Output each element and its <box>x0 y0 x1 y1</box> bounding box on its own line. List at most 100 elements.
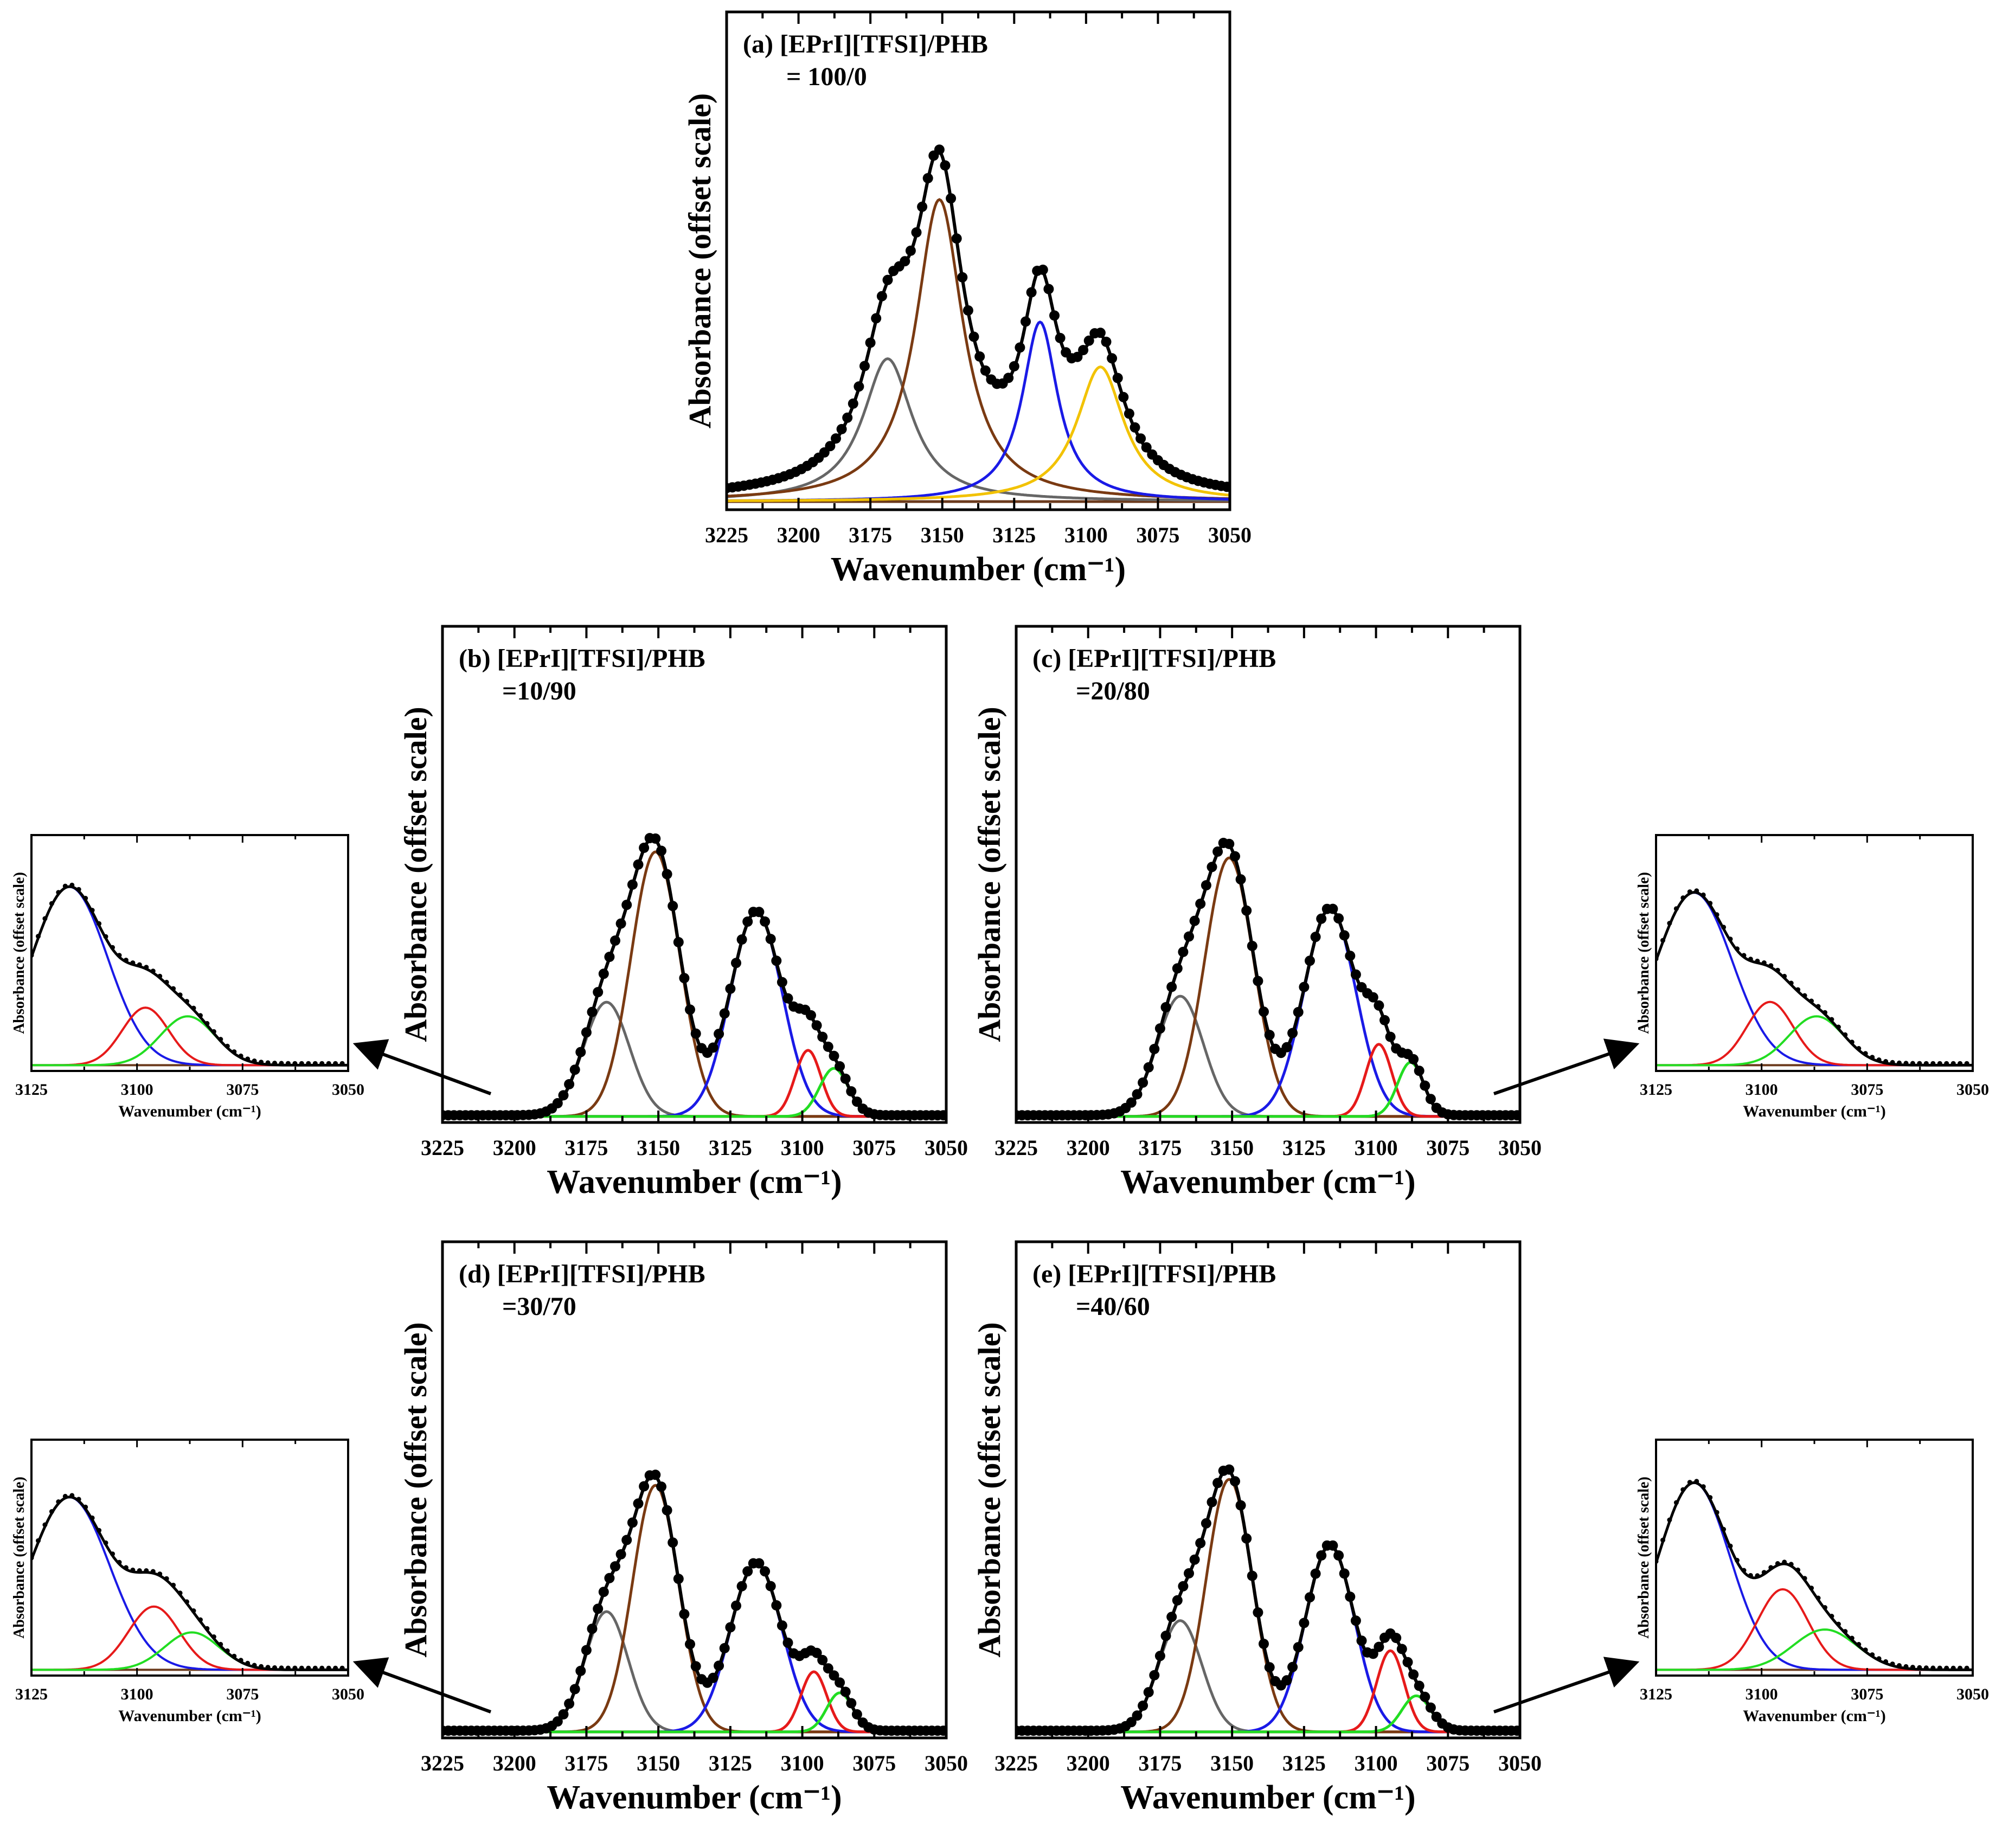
data-point <box>279 1061 284 1066</box>
data-point <box>36 1538 41 1543</box>
data-point <box>1184 1568 1194 1579</box>
data-point <box>1141 442 1152 453</box>
data-point <box>1883 1059 1889 1064</box>
data-point <box>1728 936 1733 942</box>
data-point <box>610 1561 620 1572</box>
x-tick-label: 3125 <box>1282 1751 1326 1775</box>
x-tick-label: 3050 <box>925 1751 968 1775</box>
data-point <box>1735 1557 1740 1563</box>
data-point <box>191 1005 196 1011</box>
y-axis-title: Absorbance (offset scale) <box>972 1322 1007 1658</box>
data-point <box>265 1665 271 1670</box>
data-point <box>621 1535 632 1545</box>
panel-label: (a) [EPrI][TFSI]/PHB <box>743 30 988 59</box>
data-point <box>272 1665 277 1670</box>
data-point <box>1009 361 1019 371</box>
data-point <box>150 968 156 974</box>
component-brown-line <box>1016 856 1520 1118</box>
data-point <box>552 1098 563 1108</box>
x-tick-label: 3050 <box>925 1135 968 1160</box>
data-point <box>110 1551 115 1557</box>
data-point <box>1958 1665 1963 1671</box>
panel-b: 3225 3200 3175 3150 3125 3100 3075 3050 Wavenumb… <box>398 625 968 1201</box>
fitted-envelope-line <box>442 836 946 1118</box>
x-tick-label: 3150 <box>637 1135 680 1160</box>
data-point <box>951 233 962 244</box>
x-axis-title: Wavenumber (cm⁻¹) <box>831 551 1126 588</box>
data-point <box>171 986 176 991</box>
data-point <box>103 934 108 939</box>
data-point <box>587 1624 598 1634</box>
x-tick-label: 3125 <box>992 523 1036 547</box>
data-point <box>97 1528 102 1533</box>
data-point <box>1247 941 1257 951</box>
data-point <box>157 973 163 979</box>
panel-ratio-label: =40/60 <box>1076 1292 1150 1321</box>
data-point <box>968 331 979 342</box>
component-blue-line <box>1016 1544 1520 1734</box>
data-point <box>1680 1487 1686 1492</box>
data-point <box>1660 938 1665 943</box>
data-point <box>848 398 858 409</box>
x-tick-label: 3075 <box>1426 1751 1470 1775</box>
panel-label: (b) [EPrI][TFSI]/PHB <box>459 644 705 673</box>
component-brown-line <box>442 850 946 1118</box>
data-point <box>1132 1710 1143 1721</box>
data-point <box>1135 433 1146 444</box>
data-point <box>1078 345 1089 356</box>
data-point <box>823 1663 833 1674</box>
data-point <box>1741 953 1747 958</box>
data-point <box>840 1686 851 1697</box>
data-point <box>1149 1044 1160 1054</box>
data-point <box>957 272 968 283</box>
data-point <box>1903 1061 1909 1066</box>
data-point <box>1937 1061 1942 1066</box>
plot-area <box>1656 1479 1973 1671</box>
data-point <box>708 1042 718 1053</box>
plot-frame <box>30 1439 349 1677</box>
data-point <box>157 1571 163 1577</box>
data-point <box>1037 265 1048 275</box>
x-tick-label: 3175 <box>1138 1751 1182 1775</box>
x-tick-label: 3100 <box>1064 523 1108 547</box>
data-point <box>285 1665 291 1671</box>
plot-area <box>1016 838 1520 1121</box>
data-point <box>1420 1080 1430 1091</box>
data-point <box>760 1566 771 1577</box>
data-point <box>668 1537 678 1548</box>
x-tick-label: 3100 <box>1746 1685 1778 1703</box>
data-point <box>782 993 793 1004</box>
data-point <box>1876 1057 1882 1062</box>
data-point <box>1230 851 1240 862</box>
data-point <box>1222 482 1230 492</box>
data-point <box>319 1061 325 1066</box>
inset-c: 3125 3100 3075 3050 Wavenumber (cm⁻¹) Absorba… <box>1635 834 1989 1120</box>
data-point <box>326 1061 331 1066</box>
data-point <box>1166 981 1177 992</box>
data-point <box>564 1079 575 1089</box>
data-point <box>177 992 183 998</box>
x-tick-label: 3100 <box>781 1751 824 1775</box>
data-point <box>1339 930 1350 941</box>
data-point <box>137 962 142 967</box>
data-point <box>922 173 933 184</box>
x-tick-label: 3100 <box>1355 1135 1398 1160</box>
data-point <box>731 1600 741 1611</box>
plot-area <box>442 1470 946 1736</box>
x-tick-label: 3125 <box>709 1135 752 1160</box>
data-point <box>1189 1554 1200 1565</box>
data-point <box>714 1029 724 1040</box>
data-point <box>1021 316 1031 327</box>
component-red-line <box>31 1605 348 1671</box>
data-point <box>1761 1570 1767 1575</box>
data-point <box>627 1517 638 1528</box>
data-point <box>312 1665 318 1671</box>
component-yellow-line <box>727 365 1230 502</box>
data-point <box>1305 1592 1315 1603</box>
data-point <box>1195 899 1206 909</box>
data-point <box>103 1540 108 1545</box>
x-tick-label: 3200 <box>493 1135 536 1160</box>
data-point <box>1856 1642 1862 1647</box>
data-point <box>1143 1687 1154 1698</box>
data-point <box>319 1665 325 1671</box>
